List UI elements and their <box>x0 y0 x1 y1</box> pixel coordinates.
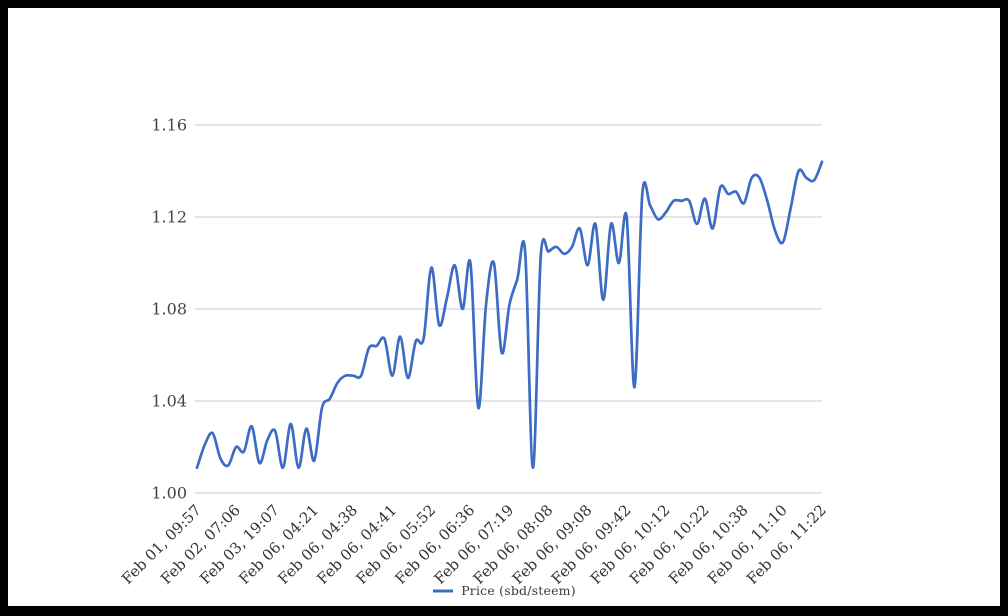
y-axis-tick-label: 1.08 <box>151 300 187 319</box>
y-axis-tick-label: 1.04 <box>151 392 187 411</box>
legend-line-swatch <box>433 589 454 592</box>
y-axis-tick-label: 1.12 <box>151 208 187 227</box>
legend-label: Price (sbd/steem) <box>461 583 576 598</box>
y-axis-labels: 1.00 1.04 1.08 1.12 1.16 <box>151 116 187 503</box>
y-axis-tick-label: 1.00 <box>151 484 187 503</box>
chart-legend: Price (sbd/steem) <box>0 583 1008 598</box>
y-axis-tick-label: 1.16 <box>151 116 187 135</box>
price-series-line <box>195 160 824 470</box>
